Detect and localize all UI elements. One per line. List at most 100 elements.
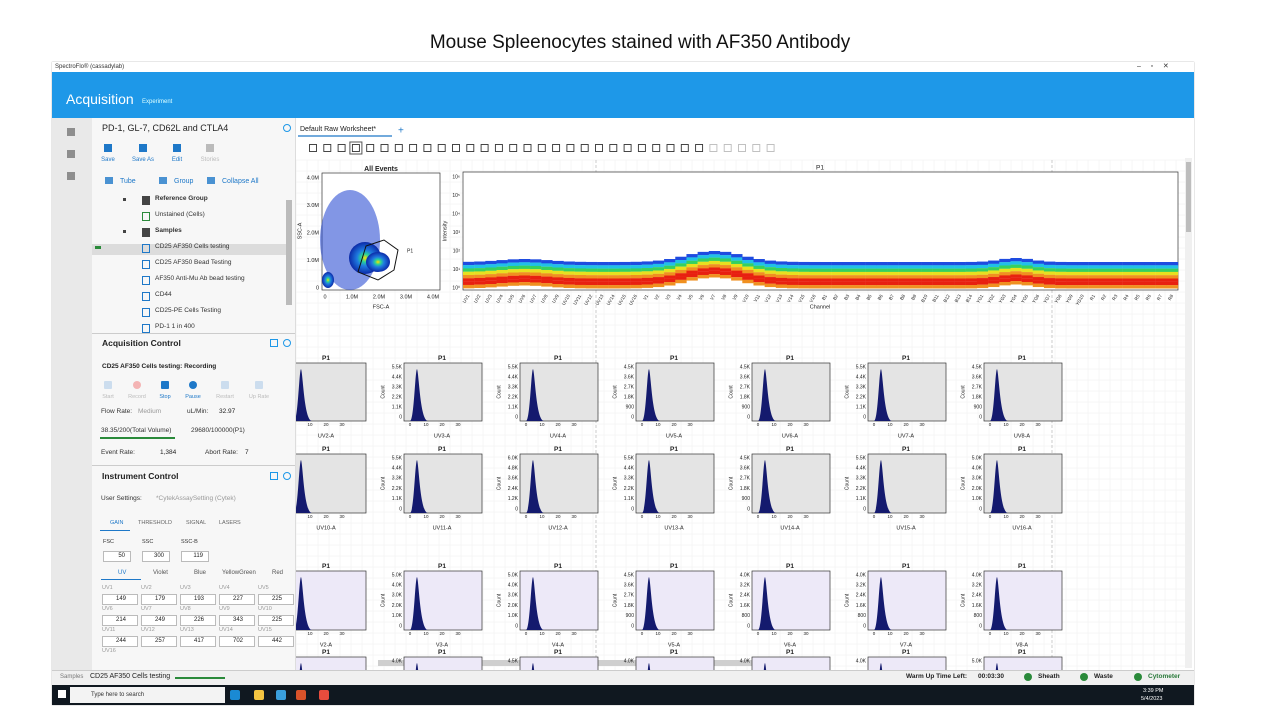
laser-tab[interactable]: YellowGreen [222,570,256,576]
gain-input[interactable] [180,594,216,605]
search-box[interactable] [70,687,225,703]
gain-input[interactable] [219,615,255,626]
channel-label: B6 [877,293,884,301]
dropdown[interactable]: *CytekAssaySetting (Cytek) [156,495,236,502]
toolbar-icon[interactable] [173,144,181,152]
acq-button-label[interactable]: Record [128,394,146,400]
toolbar-icon[interactable] [104,144,112,152]
window-controls[interactable]: – ▫ ✕ [1137,63,1169,70]
spectrum-band [764,280,777,284]
taskbar-app[interactable] [319,690,329,700]
acq-button-icon[interactable] [255,381,263,389]
taskbar-app[interactable] [230,690,240,700]
search-placeholder[interactable]: Type here to search [91,692,145,698]
spectrum-band [530,282,542,286]
acq-button-icon[interactable] [221,381,229,389]
dropdown[interactable]: Medium [138,408,162,415]
gain-input[interactable] [181,551,209,562]
toolbar-label[interactable]: Save [101,157,115,163]
gain-input[interactable] [102,594,138,605]
acq-button-icon[interactable] [189,381,197,389]
toolbar-icon[interactable] [206,144,214,152]
gain-input[interactable] [102,636,138,647]
tree-item[interactable]: AF350 Anti-Mu Ab bead testing [155,275,245,282]
tree-icon[interactable] [207,177,215,184]
gain-input[interactable] [141,636,177,647]
tree-group[interactable]: Samples [155,227,182,234]
gain-input[interactable] [180,615,216,626]
tree-item[interactable]: CD25 AF350 Bead Testing [155,259,232,266]
windows-logo[interactable] [58,690,66,698]
acq-button-label[interactable]: Up Rate [248,394,270,400]
tree-icon[interactable] [159,177,167,184]
popout-icon[interactable] [270,472,278,480]
laser-tab[interactable]: Blue [194,570,207,576]
toolbar-label[interactable]: Stories [200,157,220,163]
y-tick-label: 4.4K [856,466,867,472]
taskbar-app[interactable] [276,690,286,700]
tab[interactable]: THRESHOLD [138,520,172,526]
gain-input[interactable] [102,615,138,626]
taskbar-app[interactable] [296,690,306,700]
tree-control[interactable]: Collapse All [222,178,259,185]
gain-input[interactable] [141,615,177,626]
tree-item[interactable]: CD44 [155,291,172,298]
tree-item[interactable]: Unstained (Cells) [155,211,205,218]
laser-tab[interactable]: Violet [153,570,168,576]
tree-icon[interactable] [105,177,113,184]
side-icon[interactable] [67,172,75,180]
panel-toggle[interactable] [283,124,291,132]
tree-group[interactable]: Reference Group [155,195,208,202]
x-tick-label: 2.0M [373,294,386,300]
acq-button-icon[interactable] [104,381,112,389]
tab[interactable]: SIGNAL [186,520,207,526]
acq-button-label[interactable]: Start [102,394,114,400]
gain-input[interactable] [258,636,294,647]
x-tick-label: 20 [787,631,793,636]
tool-icon [680,144,689,152]
laser-tab[interactable]: Red [272,570,284,576]
plot-area [296,656,367,670]
gain-input[interactable] [258,594,294,605]
collapse-icon[interactable] [283,472,291,480]
tree-control[interactable]: Tube [120,178,136,185]
channel-label: YG8 [1054,293,1063,304]
laser-tab[interactable]: UV [118,570,127,576]
spectrum-band [664,262,676,266]
tree-scrollbar[interactable] [286,200,292,305]
spectrum-band [1077,271,1089,276]
side-icon[interactable] [67,128,75,136]
gain-input[interactable] [180,636,216,647]
gain-input[interactable] [103,551,131,562]
tab[interactable]: LASERS [219,520,241,526]
toolbar-label[interactable]: Edit [171,157,183,163]
tab[interactable]: GAIN [110,520,124,526]
toolbar-icon[interactable] [139,144,147,152]
taskbar-app[interactable] [254,690,264,700]
tree-item[interactable]: CD25-PE Cells Testing [155,307,221,314]
acq-button-icon[interactable] [133,381,141,389]
x-tick-label: 0 [641,422,644,427]
spectrum-band [965,278,978,282]
tree-item[interactable]: PD-1 1 in 400 [155,323,195,330]
gain-input[interactable] [219,636,255,647]
acq-button-label[interactable]: Stop [159,394,171,400]
gain-input[interactable] [142,551,170,562]
acq-button-label[interactable]: Restart [216,394,234,400]
collapse-icon[interactable] [283,339,291,347]
tree-control[interactable]: Group [174,178,194,185]
x-tick-label: 30 [687,422,693,427]
gain-input[interactable] [219,594,255,605]
tree-item[interactable]: CD25 AF350 Cells testing [155,243,230,250]
acq-button-icon[interactable] [161,381,169,389]
side-icon[interactable] [67,150,75,158]
spectrum-band [786,268,799,272]
acq-button-label[interactable]: Pause [185,394,201,400]
spectrum-band [999,268,1011,273]
popout-icon[interactable] [270,339,278,347]
histogram-peak [410,369,428,421]
toolbar-label[interactable]: Save As [131,157,154,163]
spectrum-band [854,285,866,289]
gain-input[interactable] [258,615,294,626]
gain-input[interactable] [141,594,177,605]
